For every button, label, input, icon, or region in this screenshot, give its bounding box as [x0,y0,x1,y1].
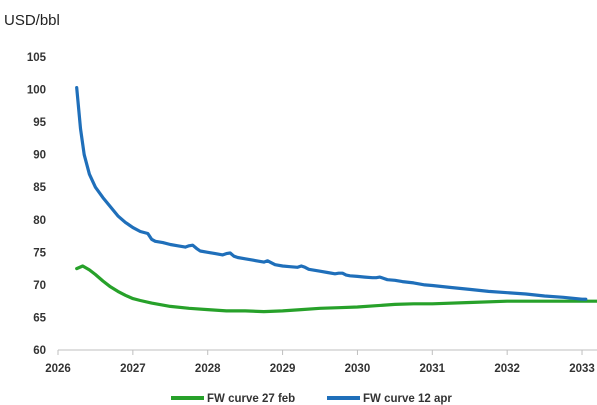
y-tick-label: 90 [33,150,46,162]
y-tick-label: 70 [33,280,46,292]
x-tick-label: 2027 [120,363,146,375]
x-tick-label: 2032 [494,363,520,375]
series-line-fw-curve-12-apr [75,85,588,301]
x-tick-label: 2028 [195,363,221,375]
y-axis-ticks: 60 65 70 75 80 85 90 95 100 105 [27,52,47,357]
x-tick-label: 2030 [345,363,371,375]
series-line-fw-curve-27-feb [75,264,597,314]
y-tick-label: 65 [33,312,46,324]
y-tick-label: 85 [33,182,46,194]
y-tick-label: 95 [33,117,46,129]
x-tick-label: 2026 [45,363,71,375]
y-tick-label: 100 [27,85,46,97]
y-axis-unit-label: USD/bbl [4,12,60,29]
x-tick-label: 2031 [420,363,446,375]
x-tick-label: 2033 [569,363,595,375]
legend: FW curve 27 feb FW curve 12 apr [171,393,452,405]
y-tick-label: 75 [33,247,46,259]
y-tick-label: 105 [27,52,47,64]
series-layer [75,85,597,314]
x-axis-ticks: 2026 2027 2028 2029 2030 2031 2032 2033 [45,350,595,375]
y-tick-label: 80 [33,215,46,227]
legend-label: FW curve 12 apr [363,393,452,405]
x-tick-label: 2029 [270,363,296,375]
legend-label: FW curve 27 feb [207,393,295,405]
y-tick-label: 60 [33,345,46,357]
